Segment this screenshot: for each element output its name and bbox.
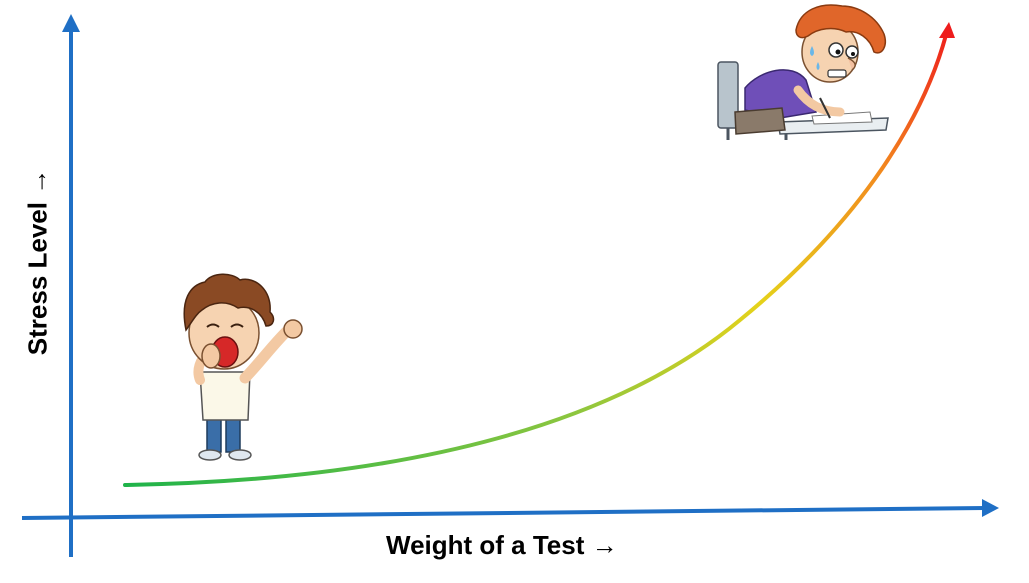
x-axis-arrowhead [982,499,999,517]
x-axis-label: Weight of a Test → [386,530,618,560]
stressed-student-illustration [717,4,889,140]
y-axis-label: Stress Level → [22,168,53,356]
y-axis-arrowhead [62,14,80,32]
y-axis [62,14,80,557]
stress-curve [123,22,955,487]
yawning-boy-illustration [183,273,303,461]
x-axis [21,499,999,520]
curve-arrowhead [939,22,955,38]
